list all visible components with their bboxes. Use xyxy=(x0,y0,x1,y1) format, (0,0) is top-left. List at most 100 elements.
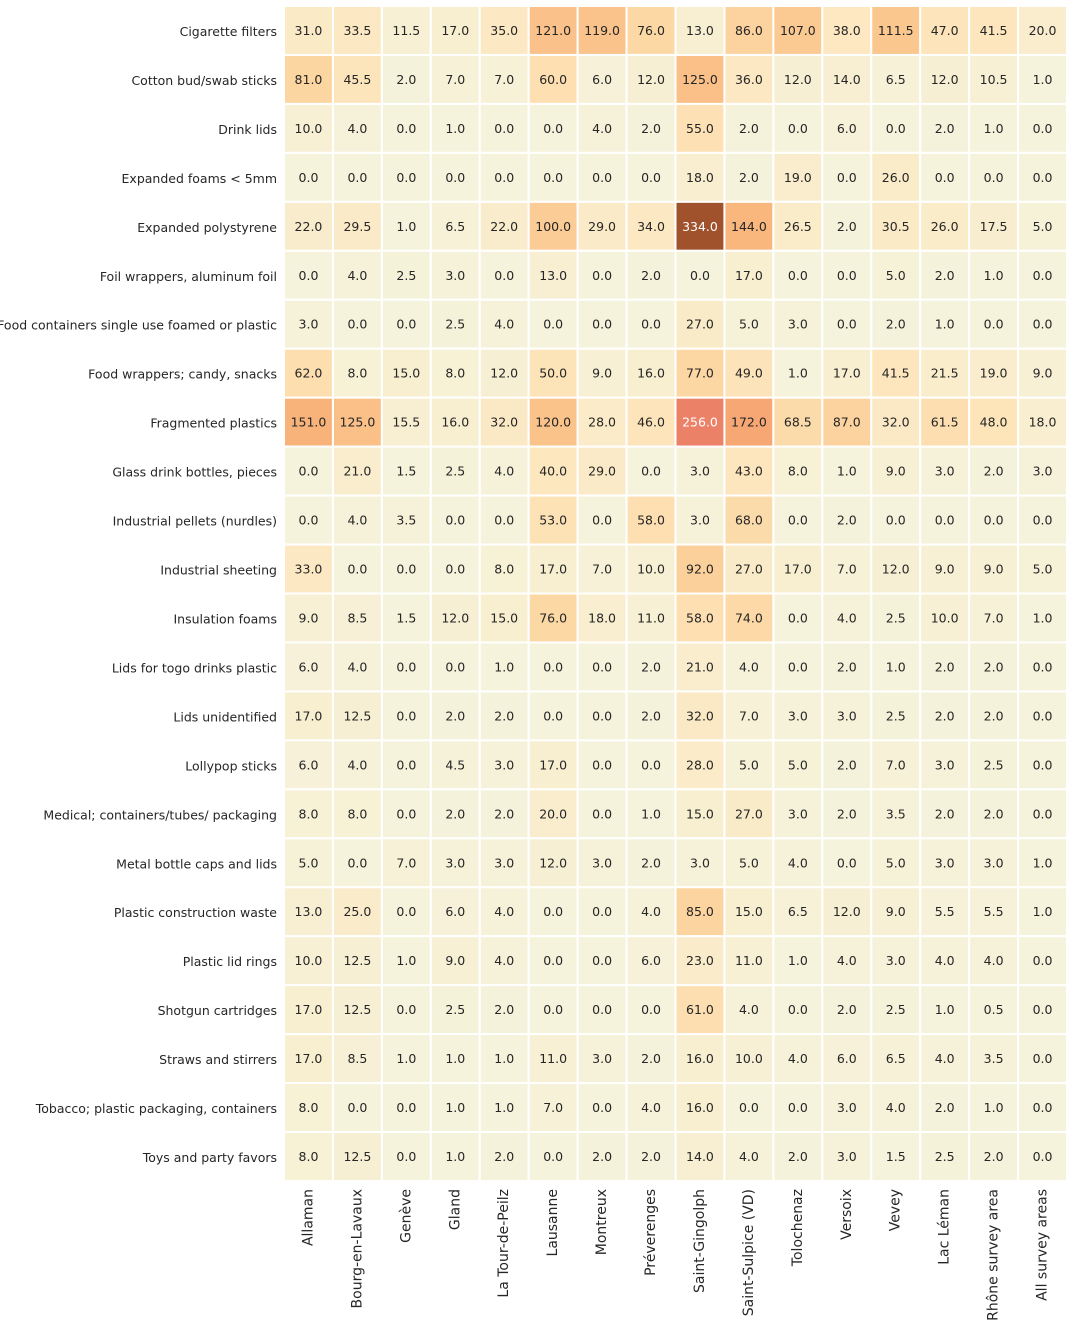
cell-value-label: 6.0 xyxy=(837,121,857,136)
cell-value-label: 34.0 xyxy=(637,219,665,234)
cell-value-label: 4.0 xyxy=(494,464,514,479)
column-tick-label: Allaman xyxy=(300,1189,316,1246)
cell-value-label: 29.0 xyxy=(588,219,616,234)
cell-value-label: 6.0 xyxy=(299,659,319,674)
heatmap-cell xyxy=(527,690,579,742)
heatmap-cell xyxy=(1017,445,1068,497)
cell-value-label: 53.0 xyxy=(539,513,567,528)
cell-value-label: 121.0 xyxy=(535,23,571,38)
heatmap-cell xyxy=(527,5,579,56)
cell-value-label: 1.5 xyxy=(396,464,416,479)
heatmap-cell xyxy=(429,347,481,399)
heatmap-cell xyxy=(380,151,432,203)
cell-value-label: 334.0 xyxy=(682,219,718,234)
cell-value-label: 0.0 xyxy=(1033,121,1053,136)
cell-value-label: 15.0 xyxy=(735,904,763,919)
cell-value-label: 1.0 xyxy=(1033,610,1053,625)
cell-value-label: 0.0 xyxy=(1033,757,1053,772)
cell-value-label: 17.0 xyxy=(833,366,861,381)
heatmap-cell xyxy=(576,1131,628,1182)
cell-value-label: 12.0 xyxy=(833,904,861,919)
heatmap-cell xyxy=(380,396,432,448)
cell-value-label: 4.0 xyxy=(788,1051,808,1066)
heatmap-cell xyxy=(576,53,628,105)
row-tick-label: Fragmented plastics xyxy=(150,416,277,431)
cell-value-label: 3.0 xyxy=(494,855,514,870)
cell-value-label: 0.0 xyxy=(886,121,906,136)
cell-value-label: 6.5 xyxy=(886,72,906,87)
cell-value-label: 0.0 xyxy=(396,806,416,821)
cell-value-label: 29.0 xyxy=(588,464,616,479)
row-labels: Cigarette filters Cotton bud/swab sticks D… xyxy=(0,24,277,1165)
cell-value-label: 2.5 xyxy=(396,268,416,283)
row-tick-label: Cotton bud/swab sticks xyxy=(131,73,277,88)
heatmap-cell xyxy=(380,984,432,1036)
heatmap-cell xyxy=(919,347,971,399)
cell-value-label: 0.0 xyxy=(347,562,367,577)
heatmap-cell xyxy=(478,249,530,301)
column-tick-label: All survey areas xyxy=(1035,1189,1051,1301)
cell-value-label: 2.0 xyxy=(494,806,514,821)
heatmap-cell xyxy=(380,53,432,105)
cell-value-label: 0.0 xyxy=(543,121,563,136)
cell-value-label: 0.0 xyxy=(592,953,612,968)
heatmap-cell xyxy=(380,641,432,693)
heatmap-cell xyxy=(429,641,481,693)
cell-value-label: 17.5 xyxy=(980,219,1008,234)
cell-value-label: 12.5 xyxy=(343,1149,371,1164)
heatmap-cell xyxy=(429,53,481,105)
cell-value-label: 9.0 xyxy=(886,464,906,479)
heatmap-cell xyxy=(821,5,873,56)
heatmap-cell xyxy=(870,641,922,693)
cell-value-label: 4.0 xyxy=(739,1149,759,1164)
heatmap-cell xyxy=(723,739,775,791)
cell-value-label: 3.0 xyxy=(494,757,514,772)
cell-value-label: 1.0 xyxy=(984,1100,1004,1115)
heatmap-cell xyxy=(478,151,530,203)
cell-value-label: 2.0 xyxy=(445,708,465,723)
cell-value-label: 3.0 xyxy=(788,317,808,332)
heatmap-cell xyxy=(625,641,677,693)
heatmap-cell xyxy=(478,788,530,840)
cell-value-label: 32.0 xyxy=(686,708,714,723)
cell-value-label: 7.0 xyxy=(543,1100,563,1115)
cell-value-label: 0.0 xyxy=(984,170,1004,185)
cell-value-label: 2.0 xyxy=(984,659,1004,674)
cell-value-label: 8.0 xyxy=(299,1100,319,1115)
cell-value-label: 2.0 xyxy=(641,708,661,723)
cell-value-label: 0.0 xyxy=(837,317,857,332)
cell-value-label: 1.0 xyxy=(788,366,808,381)
cell-value-label: 2.0 xyxy=(837,659,857,674)
cell-value-label: 0.0 xyxy=(641,1002,661,1017)
heatmap-cell xyxy=(625,151,677,203)
heatmap-cell xyxy=(625,5,677,56)
cell-value-label: 12.0 xyxy=(882,562,910,577)
cell-value-label: 3.0 xyxy=(788,708,808,723)
cell-value-label: 4.0 xyxy=(935,1051,955,1066)
cell-value-label: 4.0 xyxy=(347,757,367,772)
cell-value-label: 22.0 xyxy=(490,219,518,234)
cell-value-label: 2.5 xyxy=(886,610,906,625)
cell-value-label: 26.0 xyxy=(882,170,910,185)
heatmap-cell xyxy=(968,690,1020,742)
heatmap-cell xyxy=(625,298,677,350)
cell-value-label: 19.0 xyxy=(784,170,812,185)
row-tick-label: Toys and party favors xyxy=(142,1150,277,1165)
cell-value-label: 9.0 xyxy=(445,953,465,968)
cell-value-label: 15.0 xyxy=(392,366,420,381)
cell-value-label: 4.0 xyxy=(347,659,367,674)
cell-value-label: 85.0 xyxy=(686,904,714,919)
cell-value-label: 17.0 xyxy=(735,268,763,283)
cell-value-label: 11.0 xyxy=(637,610,665,625)
cell-value-label: 0.0 xyxy=(543,708,563,723)
heatmap-cell xyxy=(723,837,775,889)
heatmap-cell xyxy=(576,249,628,301)
cell-value-label: 2.0 xyxy=(984,806,1004,821)
heatmap-cell xyxy=(1017,1082,1068,1134)
heatmap-cell xyxy=(429,445,481,497)
heatmap-cell xyxy=(723,641,775,693)
row-tick-label: Metal bottle caps and lids xyxy=(116,856,277,871)
cell-value-label: 0.0 xyxy=(592,1100,612,1115)
cell-value-label: 10.0 xyxy=(931,610,959,625)
cell-value-label: 36.0 xyxy=(735,72,763,87)
